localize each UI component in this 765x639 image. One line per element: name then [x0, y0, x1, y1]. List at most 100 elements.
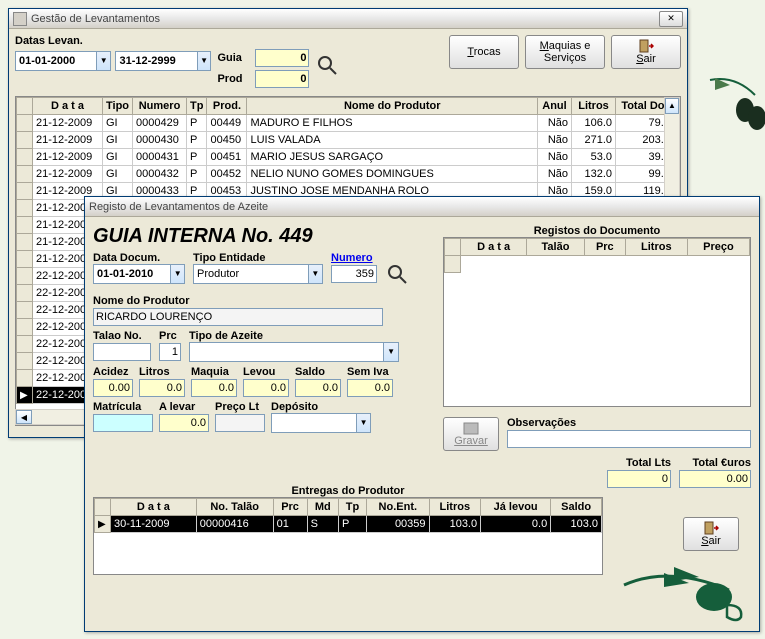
- table-row[interactable]: 21-12-2009GI0000432P00452NELIO NUNO GOME…: [17, 166, 680, 183]
- door-icon: [703, 521, 719, 535]
- col-header[interactable]: Preço: [687, 239, 749, 256]
- entregas-label: Entregas do Produtor: [93, 485, 603, 497]
- deposito-label: Depósito: [271, 401, 371, 413]
- col-header[interactable]: Nome do Produtor: [247, 98, 538, 115]
- chevron-down-icon[interactable]: ▼: [383, 343, 398, 361]
- data-docum-label: Data Docum.: [93, 252, 185, 264]
- col-header[interactable]: Litros: [625, 239, 687, 256]
- col-header[interactable]: Md: [307, 499, 338, 516]
- tipo-entidade-combo[interactable]: ▼: [193, 264, 323, 284]
- search-icon[interactable]: [385, 262, 409, 286]
- close-icon[interactable]: ✕: [659, 11, 683, 27]
- decoration-olive-logo: [619, 555, 749, 625]
- nome-produtor-field: [93, 308, 383, 326]
- table-row[interactable]: 21-12-2009GI0000429P00449MADURO E FILHOS…: [17, 115, 680, 132]
- saldo-field: [295, 379, 341, 397]
- tipo-azeite-combo[interactable]: ▼: [189, 342, 399, 362]
- date1-combo[interactable]: ▼: [15, 51, 111, 71]
- prod-label: Prod: [217, 73, 251, 85]
- col-header[interactable]: D a t a: [461, 239, 527, 256]
- col-header[interactable]: Tipo: [103, 98, 133, 115]
- matricula-input[interactable]: [93, 414, 153, 432]
- chevron-down-icon[interactable]: ▼: [170, 265, 184, 283]
- title-1: Gestão de Levantamentos: [31, 13, 659, 25]
- decoration-olive-top: [705, 70, 765, 150]
- chevron-down-icon[interactable]: ▼: [197, 52, 211, 70]
- app-icon: [13, 12, 27, 26]
- col-header[interactable]: Anul: [538, 98, 572, 115]
- col-header[interactable]: Prc: [273, 499, 307, 516]
- col-header[interactable]: Litros: [429, 499, 481, 516]
- registos-documento-label: Registos do Documento: [443, 225, 751, 237]
- chevron-down-icon[interactable]: ▼: [308, 265, 322, 283]
- col-header[interactable]: No.Ent.: [367, 499, 429, 516]
- trocas-button[interactable]: Trocas: [449, 35, 519, 69]
- observacoes-label: Observações: [507, 417, 751, 429]
- chevron-down-icon[interactable]: ▼: [96, 52, 110, 70]
- alevar-label: A levar: [159, 401, 209, 413]
- deposito-combo[interactable]: ▼: [271, 413, 371, 433]
- sair-button-2[interactable]: Sair: [683, 517, 739, 551]
- save-icon: [462, 421, 480, 435]
- col-header[interactable]: Saldo: [551, 499, 602, 516]
- table-row[interactable]: 21-12-2009GI0000431P00451MARIO JESUS SAR…: [17, 149, 680, 166]
- talao-label: Talao No.: [93, 330, 151, 342]
- prc-input[interactable]: [159, 343, 181, 361]
- maquia-field: [191, 379, 237, 397]
- titlebar-1[interactable]: Gestão de Levantamentos ✕: [9, 9, 687, 29]
- guia-label: Guia: [217, 52, 251, 64]
- numero-label[interactable]: Numero: [331, 252, 377, 264]
- gravar-button: Gravar: [443, 417, 499, 451]
- table-row[interactable]: 21-12-2009GI0000430P00450LUIS VALADANão2…: [17, 132, 680, 149]
- prc-label: Prc: [159, 330, 181, 342]
- litros-label: Litros: [139, 366, 185, 378]
- col-header[interactable]: Tp: [187, 98, 207, 115]
- observacoes-input[interactable]: [507, 430, 751, 448]
- total-euros-field: [679, 470, 751, 488]
- levou-field: [243, 379, 289, 397]
- date2-combo[interactable]: ▼: [115, 51, 211, 71]
- col-header[interactable]: Prod.: [207, 98, 247, 115]
- guia-header: GUIA INTERNA No. 449: [93, 225, 433, 248]
- maquias-button[interactable]: Maquias eServiços: [525, 35, 605, 69]
- maquia-label: Maquia: [191, 366, 237, 378]
- data-docum-combo[interactable]: ▼: [93, 264, 185, 284]
- talao-input[interactable]: [93, 343, 151, 361]
- registos-grid[interactable]: D a t aTalãoPrcLitrosPreço: [443, 237, 751, 407]
- acidez-field: [93, 379, 133, 397]
- numero-input[interactable]: [331, 265, 377, 283]
- precolt-input: [215, 414, 265, 432]
- col-header[interactable]: D a t a: [33, 98, 103, 115]
- title-2: Registo de Levantamentos de Azeite: [89, 201, 755, 213]
- precolt-label: Preço Lt: [215, 401, 265, 413]
- scroll-up-icon[interactable]: ▲: [665, 98, 679, 114]
- search-icon[interactable]: [315, 53, 339, 77]
- col-header[interactable]: No. Talão: [196, 499, 273, 516]
- col-header[interactable]: Talão: [527, 239, 585, 256]
- col-header[interactable]: Numero: [133, 98, 187, 115]
- datas-levan-label: Datas Levan.: [15, 35, 211, 47]
- total-euros-label: Total €uros: [679, 457, 751, 469]
- levou-label: Levou: [243, 366, 289, 378]
- tipo-entidade-label: Tipo Entidade: [193, 252, 323, 264]
- acidez-label: Acidez: [93, 366, 133, 378]
- nome-produtor-label: Nome do Produtor: [93, 295, 433, 307]
- chevron-down-icon[interactable]: ▼: [356, 414, 370, 432]
- scroll-left-icon[interactable]: ◀: [16, 410, 32, 424]
- window-registo-levantamentos: Registo de Levantamentos de Azeite GUIA …: [84, 196, 760, 632]
- titlebar-2[interactable]: Registo de Levantamentos de Azeite: [85, 197, 759, 217]
- total-lts-field: [607, 470, 671, 488]
- prod-input[interactable]: [255, 70, 309, 88]
- col-header[interactable]: Prc: [584, 239, 625, 256]
- matricula-label: Matrícula: [93, 401, 153, 413]
- litros-field: [139, 379, 185, 397]
- entregas-grid[interactable]: D a t aNo. TalãoPrcMdTpNo.Ent.LitrosJá l…: [93, 497, 603, 575]
- sair-button-1[interactable]: Sair: [611, 35, 681, 69]
- col-header[interactable]: Litros: [572, 98, 616, 115]
- col-header[interactable]: Tp: [338, 499, 366, 516]
- col-header[interactable]: Já levou: [481, 499, 551, 516]
- guia-input[interactable]: [255, 49, 309, 67]
- saldo-label: Saldo: [295, 366, 341, 378]
- tipo-azeite-label: Tipo de Azeite: [189, 330, 433, 342]
- col-header[interactable]: D a t a: [111, 499, 197, 516]
